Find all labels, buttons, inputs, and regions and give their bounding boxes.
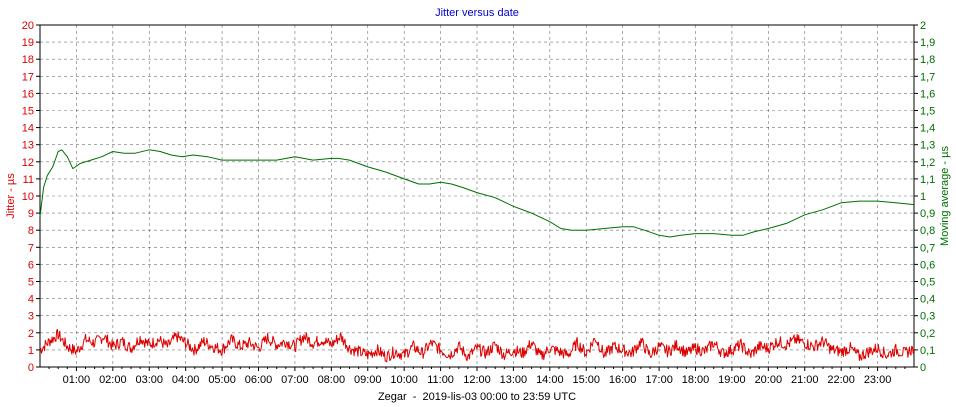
y-tick-label-right: 1,2 xyxy=(920,157,935,169)
y-tick-label-left: 17 xyxy=(22,71,34,83)
x-tick-label: 20:00 xyxy=(755,374,783,386)
y-tick-label-right: 0,9 xyxy=(920,208,935,220)
x-tick-label: 21:00 xyxy=(791,374,819,386)
y-tick-label-left: 14 xyxy=(22,123,34,135)
y-tick-label-left: 8 xyxy=(28,225,34,237)
y-tick-label-right: 0,6 xyxy=(920,259,935,271)
y-tick-label-right: 0,4 xyxy=(920,294,935,306)
y-tick-label-right: 0,2 xyxy=(920,328,935,340)
y-tick-label-right: 0,3 xyxy=(920,311,935,323)
y-tick-label-left: 6 xyxy=(28,259,34,271)
y-tick-label-right: 1 xyxy=(920,191,926,203)
y-tick-label-left: 11 xyxy=(23,174,34,186)
y-tick-label-right: 2 xyxy=(920,20,926,32)
x-tick-label: 02:00 xyxy=(99,374,127,386)
x-tick-label: 16:00 xyxy=(609,374,637,386)
series-layer xyxy=(39,149,915,363)
y-tick-label-left: 0 xyxy=(28,362,34,374)
right-axis: 0 0,1 0,2 0,3 0,4 0,5 0,6 0,7 0,8 0,9 1 1,1 1,2 1,3 1,… xyxy=(914,20,935,374)
y-tick-label-left: 2 xyxy=(28,328,34,340)
y-tick-label-right: 1,9 xyxy=(920,37,935,49)
y-tick-label-right: 0,8 xyxy=(920,225,935,237)
x-tick-label: 22:00 xyxy=(827,374,855,386)
x-tick-label: 11:00 xyxy=(427,374,454,386)
y-tick-label-left: 20 xyxy=(22,20,34,32)
x-axis: 01:00 02:00 03:00 04:00 05:00 06:00 07:00 08:00… xyxy=(48,367,906,386)
y-tick-label-right: 1,6 xyxy=(920,88,935,100)
x-tick-label: 19:00 xyxy=(718,374,746,386)
grid-lines xyxy=(40,25,914,367)
y-tick-label-left: 5 xyxy=(28,277,34,289)
y-tick-label-right: 0,5 xyxy=(920,277,935,289)
y-axis-label-left: Jitter - µs xyxy=(5,173,17,219)
chart-title: Jitter versus date xyxy=(435,7,519,19)
x-tick-label: 07:00 xyxy=(281,374,309,386)
x-tick-label: 18:00 xyxy=(682,374,710,386)
y-tick-label-right: 1,8 xyxy=(920,54,935,66)
y-tick-label-left: 7 xyxy=(28,242,34,254)
y-tick-label-left: 19 xyxy=(22,37,34,49)
y-tick-label-right: 1,4 xyxy=(920,123,935,135)
x-tick-label: 09:00 xyxy=(354,374,382,386)
y-tick-label-left: 18 xyxy=(22,54,34,66)
y-tick-label-right: 0,7 xyxy=(920,242,935,254)
x-tick-label: 14:00 xyxy=(536,374,564,386)
x-tick-label: 17:00 xyxy=(645,374,673,386)
y-tick-label-left: 15 xyxy=(22,106,34,118)
x-tick-label: 10:00 xyxy=(390,374,418,386)
y-tick-label-left: 1 xyxy=(28,345,34,357)
x-tick-label: 03:00 xyxy=(135,374,163,386)
x-tick-label: 06:00 xyxy=(245,374,273,386)
y-axis-label-right: Moving average - µs xyxy=(939,146,951,246)
y-tick-label-left: 16 xyxy=(22,88,34,100)
y-tick-label-left: 9 xyxy=(28,208,34,220)
x-tick-label: 15:00 xyxy=(572,374,600,386)
x-axis-label: Zegar - 2019-lis-03 00:00 to 23:59 UTC xyxy=(378,391,576,403)
y-tick-label-right: 1,1 xyxy=(920,174,935,186)
y-tick-label-left: 12 xyxy=(22,157,34,169)
moving-average-series-line xyxy=(39,149,915,238)
y-tick-label-right: 0 xyxy=(920,362,926,374)
y-tick-label-left: 13 xyxy=(22,140,34,152)
y-tick-label-right: 0,1 xyxy=(920,345,935,357)
x-tick-label: 23:00 xyxy=(864,374,892,386)
y-tick-label-right: 1,3 xyxy=(920,140,935,152)
x-tick-label: 05:00 xyxy=(208,374,236,386)
x-tick-label: 13:00 xyxy=(500,374,528,386)
x-tick-label: 12:00 xyxy=(463,374,491,386)
y-tick-label-right: 1,7 xyxy=(920,71,935,83)
x-tick-label: 04:00 xyxy=(172,374,200,386)
jitter-series-line xyxy=(39,329,915,363)
y-tick-label-left: 10 xyxy=(22,191,34,203)
x-tick-label: 01:00 xyxy=(63,374,91,386)
y-tick-label-right: 1,5 xyxy=(920,106,935,118)
x-tick-label: 08:00 xyxy=(318,374,346,386)
y-tick-label-left: 3 xyxy=(28,311,34,323)
y-tick-label-left: 4 xyxy=(28,294,34,306)
